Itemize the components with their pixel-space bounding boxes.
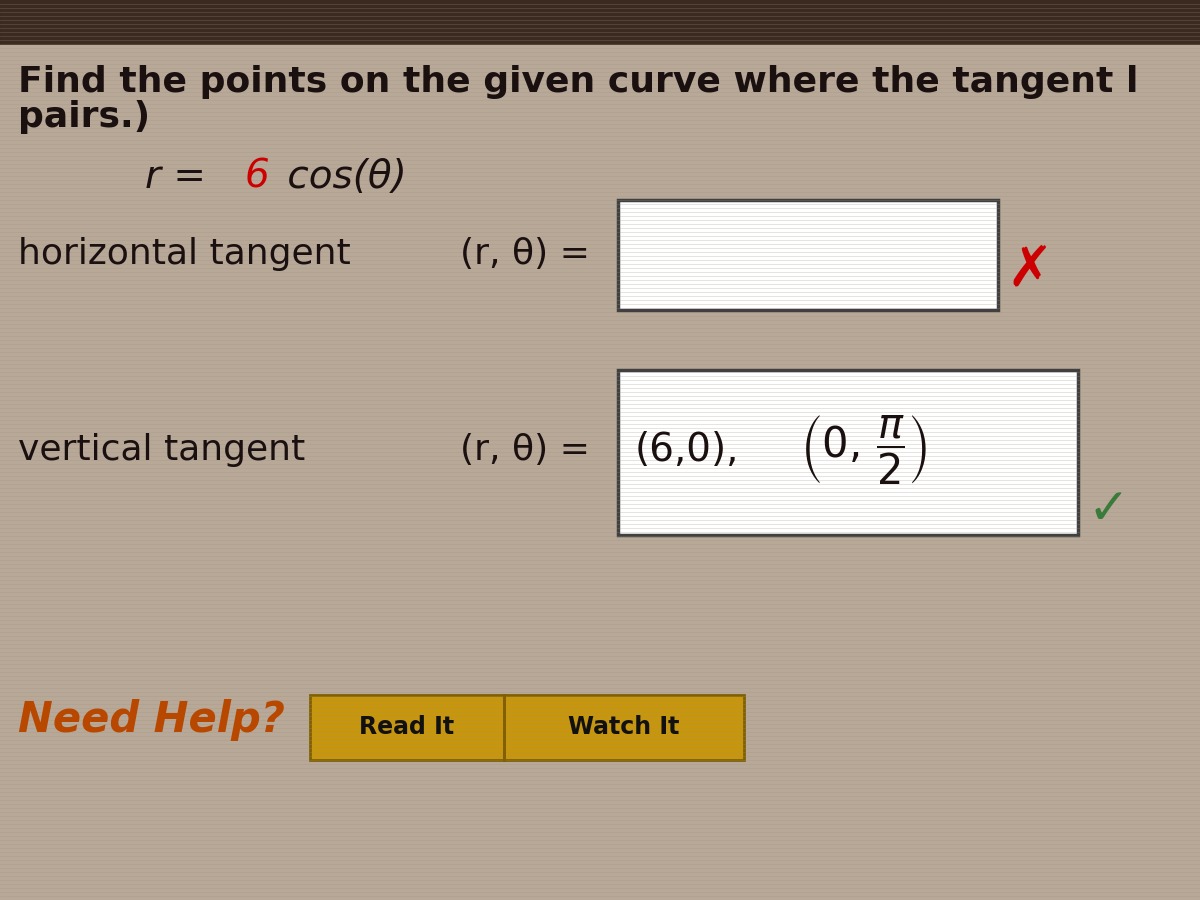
Text: Watch It: Watch It (569, 715, 679, 739)
Text: Read It: Read It (360, 715, 455, 739)
Text: ✗: ✗ (1007, 243, 1054, 297)
Bar (618, 370, 1078, 535)
Text: pairs.): pairs.) (18, 100, 150, 134)
Text: $\left(0,\,\dfrac{\pi}{2}\right)$: $\left(0,\,\dfrac{\pi}{2}\right)$ (800, 413, 928, 487)
Text: Need Help?: Need Help? (18, 699, 284, 741)
Bar (0, 0, 1200, 45)
Text: r =: r = (145, 158, 218, 196)
Text: (r, θ) =: (r, θ) = (460, 237, 590, 271)
Text: ✓: ✓ (1087, 486, 1129, 534)
Bar (504, 695, 744, 760)
Text: horizontal tangent: horizontal tangent (18, 237, 350, 271)
Bar (310, 695, 505, 760)
Bar (618, 200, 998, 310)
Text: Find the points on the given curve where the tangent l: Find the points on the given curve where… (18, 65, 1139, 99)
Text: (r, θ) =: (r, θ) = (460, 433, 590, 467)
Text: 6: 6 (245, 158, 270, 196)
Text: cos(θ): cos(θ) (275, 158, 407, 196)
Text: (6,0),: (6,0), (635, 431, 739, 469)
Text: vertical tangent: vertical tangent (18, 433, 305, 467)
